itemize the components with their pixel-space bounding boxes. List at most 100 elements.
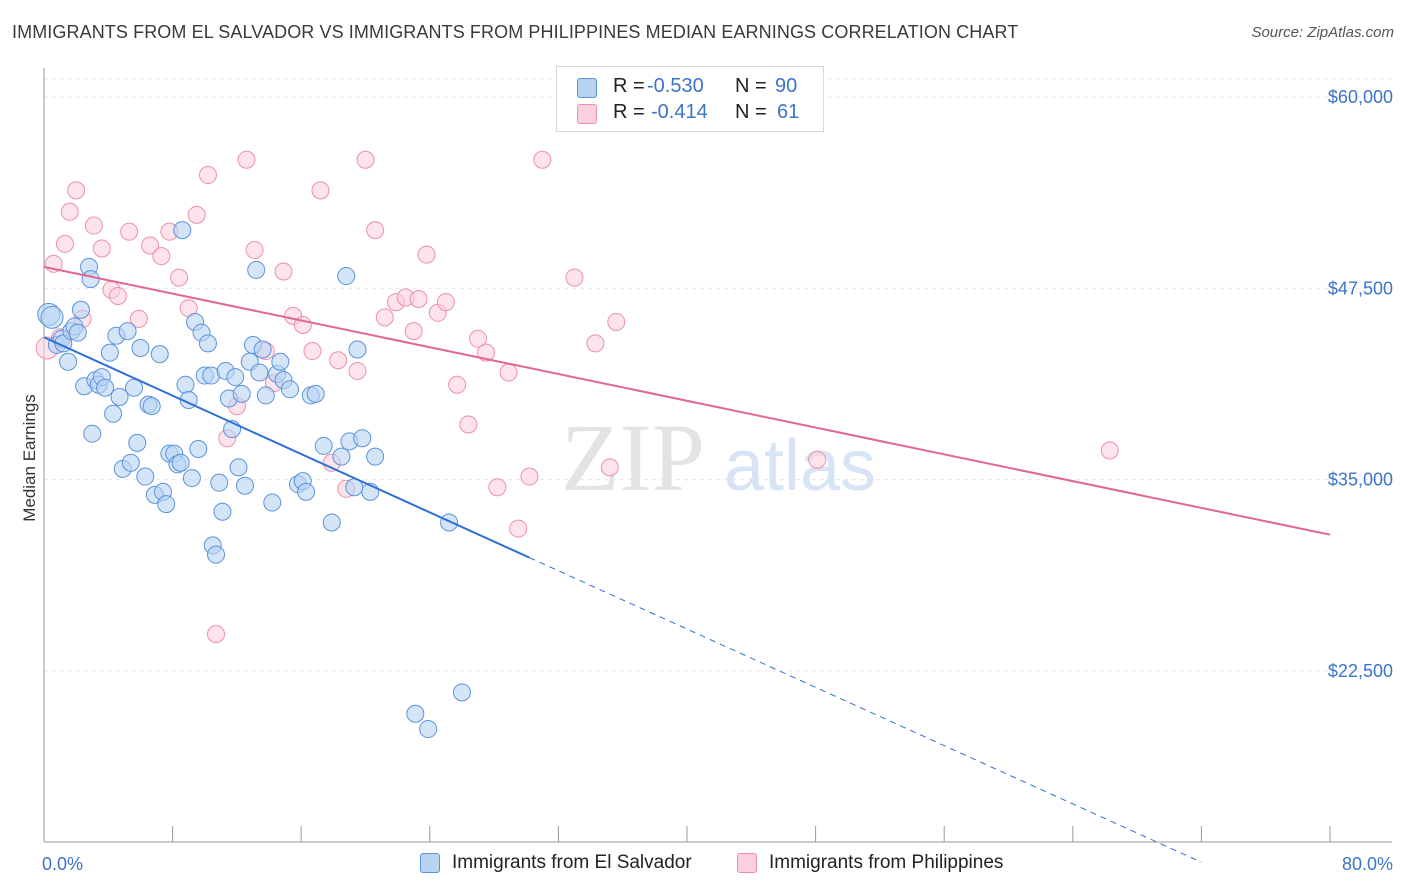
data-point-philippines: [533, 150, 552, 169]
data-point-el-salvador: [198, 334, 217, 353]
data-point-el-salvador: [250, 363, 269, 382]
data-point-philippines: [808, 450, 827, 469]
data-point-philippines: [366, 221, 385, 240]
data-point-el-salvador: [229, 458, 248, 477]
legend-r-value: -0.530: [647, 75, 704, 97]
chart-title: IMMIGRANTS FROM EL SALVADOR VS IMMIGRANT…: [12, 22, 1019, 42]
data-point-philippines: [55, 234, 74, 253]
bottom-legend-label: Immigrants from Philippines: [769, 852, 1004, 873]
data-point-el-salvador: [353, 429, 372, 448]
data-point-philippines: [170, 268, 189, 287]
data-point-el-salvador: [157, 495, 176, 514]
data-point-el-salvador: [171, 453, 190, 472]
data-point-philippines: [607, 312, 626, 331]
trendlines: [43, 265, 1331, 863]
data-point-el-salvador: [96, 378, 115, 397]
data-point-philippines: [348, 361, 367, 380]
data-point-philippines: [141, 236, 160, 255]
data-point-philippines: [198, 166, 217, 185]
trendline-el-salvador: [43, 336, 530, 559]
data-point-philippines: [586, 334, 605, 353]
data-point-el-salvador: [337, 267, 356, 286]
watermark-zip: ZIP: [561, 404, 705, 511]
data-point-el-salvador: [207, 545, 226, 564]
data-point-philippines: [67, 181, 86, 200]
data-point-el-salvador: [150, 345, 169, 364]
data-point-el-salvador: [253, 340, 272, 359]
data-point-el-salvador: [280, 380, 299, 399]
legend-r-value: -0.414: [651, 101, 708, 123]
data-point-el-salvador: [173, 221, 192, 240]
data-point-el-salvador: [104, 404, 123, 423]
data-point-el-salvador: [452, 683, 471, 702]
data-point-philippines: [600, 458, 619, 477]
legend-swatch-blue: [577, 78, 597, 98]
data-point-philippines: [509, 519, 528, 538]
data-point-el-salvador: [440, 513, 459, 532]
data-point-philippines: [245, 241, 264, 260]
data-point-el-salvador: [131, 338, 150, 357]
data-point-el-salvador: [125, 378, 144, 397]
data-point-el-salvador: [176, 375, 195, 394]
tick-labels: $60,000 $47,500 $35,000 $22,500 0.0% 80.0%: [42, 87, 1393, 874]
axes: [43, 68, 1392, 843]
data-point-el-salvador: [232, 384, 251, 403]
data-point-el-salvador: [235, 476, 254, 495]
data-point-philippines: [1100, 441, 1119, 460]
x-tick-label: 0.0%: [42, 854, 83, 874]
data-point-el-salvador: [366, 447, 385, 466]
data-point-el-salvador: [121, 453, 140, 472]
data-point-philippines: [152, 247, 171, 266]
data-point-el-salvador: [81, 270, 100, 289]
data-point-philippines: [92, 239, 111, 258]
data-point-el-salvador: [182, 469, 201, 488]
data-point-el-salvador: [419, 720, 438, 739]
data-point-el-salvador: [306, 384, 325, 403]
data-point-el-salvador: [213, 502, 232, 521]
data-point-el-salvador: [128, 433, 147, 452]
data-point-el-salvador: [271, 352, 290, 371]
data-point-el-salvador: [68, 323, 87, 342]
y-tick-label: $60,000: [1328, 87, 1393, 107]
data-point-el-salvador: [256, 386, 275, 405]
data-point-philippines: [237, 150, 256, 169]
data-point-philippines: [84, 216, 103, 235]
y-axis-label: Median Earnings: [20, 394, 39, 522]
watermark: ZIP atlas: [561, 404, 876, 511]
data-point-philippines: [404, 322, 423, 341]
series-philippines-points: [35, 150, 1119, 644]
data-point-el-salvador: [247, 260, 266, 279]
data-point-philippines: [477, 343, 496, 362]
data-point-philippines: [274, 262, 293, 281]
data-point-philippines: [565, 268, 584, 287]
data-point-el-salvador: [100, 343, 119, 362]
legend-swatch-pink: [577, 104, 597, 124]
data-point-philippines: [375, 308, 394, 327]
trendline-philippines: [43, 265, 1331, 536]
data-point-el-salvador: [332, 447, 351, 466]
data-point-philippines: [448, 375, 467, 394]
bottom-legend-swatch-blue: [420, 853, 440, 873]
y-tick-label: $22,500: [1328, 661, 1393, 681]
data-point-el-salvador: [189, 439, 208, 458]
data-point-el-salvador: [110, 387, 129, 406]
correlation-legend: R = -0.530 N = 90 R = -0.414 N = 61: [556, 66, 824, 132]
legend-n-label: N =: [735, 75, 767, 97]
data-point-philippines: [129, 309, 148, 328]
legend-r-label: R =: [613, 101, 645, 123]
data-point-philippines: [303, 342, 322, 361]
data-point-philippines: [459, 415, 478, 434]
data-point-philippines: [207, 625, 226, 644]
data-point-el-salvador: [59, 352, 78, 371]
data-point-el-salvador: [118, 322, 137, 341]
source-label: Source: ZipAtlas.com: [1251, 24, 1394, 41]
watermark-atlas: atlas: [724, 426, 876, 506]
data-point-el-salvador: [322, 513, 341, 532]
legend-n-label: N =: [735, 101, 767, 123]
data-point-el-salvador: [71, 300, 90, 319]
data-point-el-salvador: [40, 305, 64, 329]
data-point-el-salvador: [314, 436, 333, 455]
legend-r-label: R =: [613, 75, 645, 97]
data-point-philippines: [187, 205, 206, 224]
